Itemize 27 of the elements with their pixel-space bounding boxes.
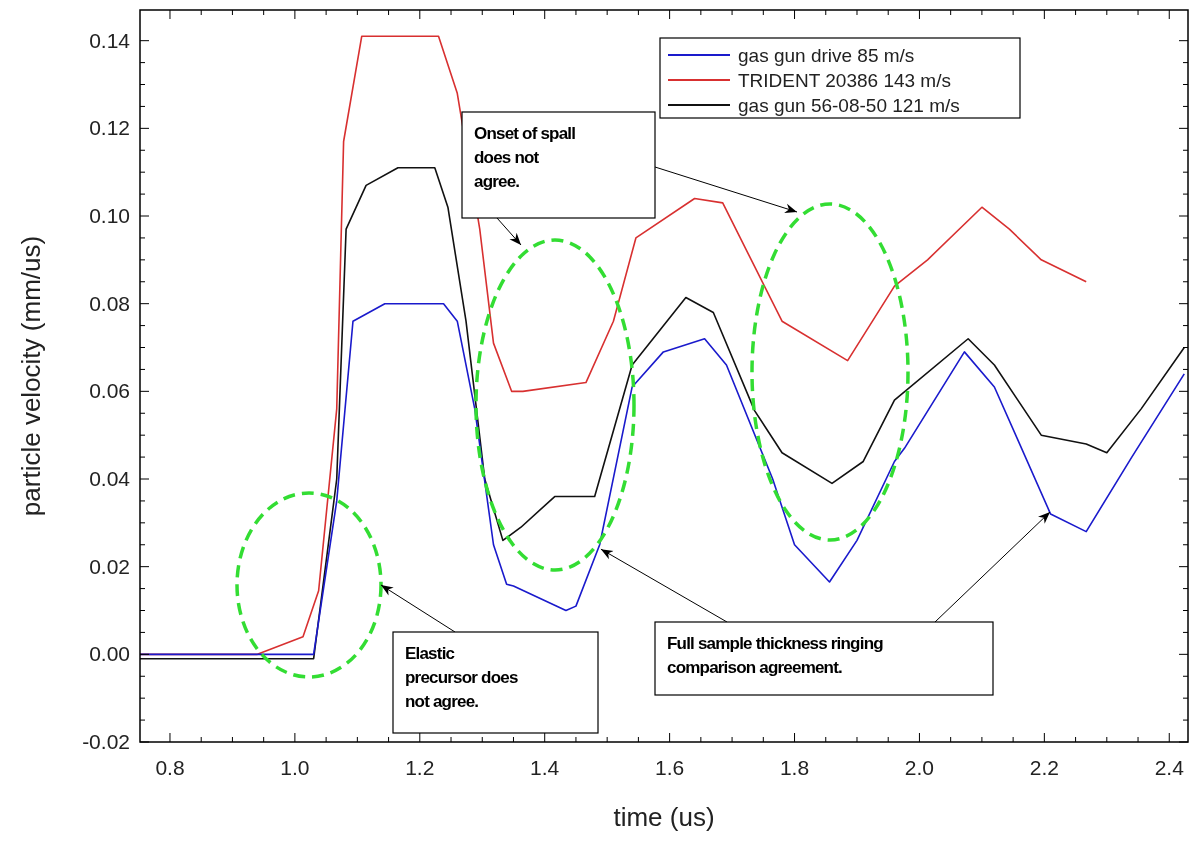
x-tick-label: 2.4	[1154, 756, 1185, 779]
x-tick-label: 1.8	[779, 756, 810, 779]
x-tick-label: 1.0	[280, 756, 310, 779]
line-series	[140, 167, 1186, 660]
y-tick-label: 0.06	[89, 379, 130, 403]
annotation: Full sample thickness ringing comparison agreement.	[667, 634, 884, 677]
y-tick-label: 0.14	[89, 28, 131, 52]
y-tick-label: 0.08	[89, 291, 130, 315]
x-axis-title: time (us)	[613, 802, 715, 832]
legend-label: gas gun drive 85 m/s	[738, 45, 915, 66]
x-tick-label: 2.0	[904, 756, 935, 779]
x-tick-label: 0.8	[155, 756, 185, 779]
y-tick-label: 0.04	[89, 467, 131, 491]
y-tick-label: 0.12	[89, 116, 130, 140]
legend-label: gas gun 56-08-50 121 m/s	[738, 95, 960, 116]
x-tick-label: 2.2	[1029, 756, 1059, 779]
annotation: Onset of spall does not agree.	[474, 124, 576, 191]
x-tick-label: 1.2	[405, 756, 435, 779]
x-tick-label: 1.6	[655, 756, 685, 779]
y-tick-label: 0.10	[89, 204, 130, 228]
x-tick-label: 1.4	[530, 756, 560, 779]
y-tick-label: -0.02	[82, 730, 130, 753]
annotation: Elastic precursor does not agree.	[405, 644, 518, 711]
y-axis-title: particle velocity (mm/us)	[16, 235, 46, 517]
legend-label: TRIDENT 20386 143 m/s	[738, 70, 951, 91]
y-tick-label: 0.00	[89, 642, 130, 666]
y-tick-label: 0.02	[89, 554, 130, 578]
